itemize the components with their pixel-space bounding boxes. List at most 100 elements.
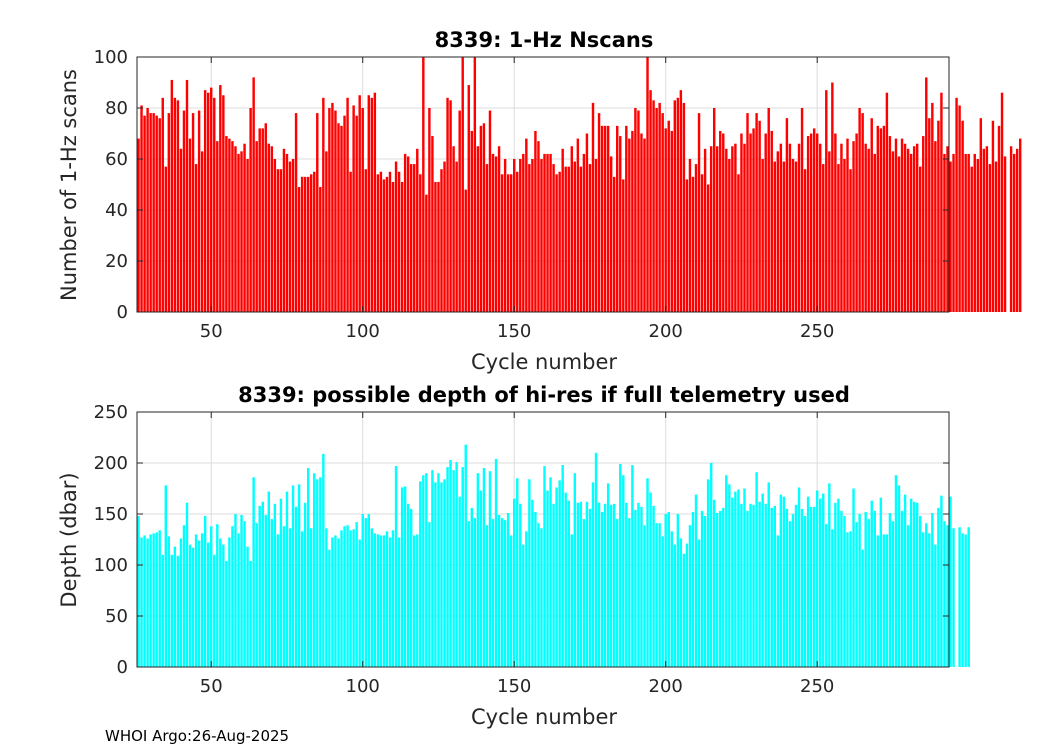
bar (619, 464, 622, 667)
bar (634, 509, 637, 667)
bar (625, 125, 628, 312)
bar (837, 164, 840, 312)
bar (722, 133, 725, 312)
bar (246, 546, 249, 667)
bar (937, 120, 940, 312)
bar (561, 148, 564, 312)
y-tick-label: 250 (94, 402, 128, 423)
bar (661, 536, 664, 667)
bar (182, 110, 186, 312)
bar (509, 535, 513, 667)
bar (752, 128, 755, 312)
bar (828, 151, 831, 312)
bar (182, 525, 186, 667)
bar (225, 136, 228, 312)
bar (516, 478, 519, 667)
bar (479, 125, 483, 312)
bar (343, 526, 346, 667)
bar (606, 125, 610, 312)
y-tick-label: 20 (105, 251, 128, 272)
bar (622, 475, 625, 667)
bar (570, 534, 573, 667)
bar (328, 108, 331, 312)
bar (709, 146, 713, 312)
bar (503, 520, 507, 667)
bar (740, 133, 743, 312)
bar (861, 113, 864, 312)
bar (867, 519, 870, 667)
bar (464, 189, 467, 312)
bar (691, 176, 695, 312)
bar (152, 113, 155, 312)
bar (494, 156, 498, 312)
bar (140, 537, 143, 667)
bar (670, 130, 673, 312)
bar (879, 128, 883, 312)
bar (858, 108, 861, 312)
bar (558, 480, 561, 667)
bar (194, 164, 198, 312)
bar (491, 153, 495, 312)
bar (173, 97, 177, 312)
bar (603, 125, 607, 312)
hires-depth-chart: 8339: possible depth of hi-res if full t… (57, 383, 970, 729)
bar (685, 179, 689, 312)
bar (734, 143, 737, 312)
bar (564, 492, 567, 667)
bar (485, 525, 489, 667)
bar (285, 491, 289, 667)
bar (746, 510, 749, 667)
bar (564, 166, 567, 312)
bar (540, 528, 543, 667)
bar (364, 518, 367, 667)
bar (349, 171, 352, 312)
bar (643, 138, 646, 312)
x-tick-label: 150 (497, 321, 531, 342)
bar (331, 102, 334, 313)
bar (716, 146, 719, 312)
bar (237, 153, 240, 312)
y-tick-label: 100 (94, 555, 128, 576)
y-tick-label: 80 (105, 98, 128, 119)
bar (197, 540, 201, 667)
bar (279, 498, 283, 667)
bar (222, 544, 225, 667)
bar (406, 503, 410, 667)
bar (858, 514, 861, 667)
y-tick-label: 50 (105, 606, 128, 627)
bar (567, 500, 570, 667)
bar (243, 521, 246, 667)
bar (306, 468, 310, 667)
bar (137, 138, 140, 312)
bar (349, 530, 352, 667)
bar (894, 475, 898, 667)
bar (764, 503, 767, 667)
bar (940, 92, 943, 312)
bar (912, 146, 916, 312)
bar (261, 501, 264, 667)
bar (228, 138, 231, 312)
bar (676, 97, 680, 312)
bar (988, 164, 992, 312)
bar (864, 143, 867, 312)
bar (700, 510, 704, 667)
bar (649, 90, 652, 313)
bar (573, 473, 577, 667)
bar (673, 544, 677, 667)
bar (425, 473, 428, 667)
bar (161, 554, 164, 667)
bar (203, 90, 207, 313)
bar (900, 510, 904, 667)
bar (552, 503, 555, 667)
bar (594, 159, 598, 312)
bar (522, 544, 525, 667)
bar (885, 534, 889, 667)
bar (876, 535, 880, 667)
bar (376, 174, 380, 312)
bar (479, 490, 483, 667)
bar (170, 554, 174, 667)
bar (355, 522, 358, 667)
bar (513, 498, 516, 667)
bar (473, 57, 477, 312)
bar (437, 473, 440, 667)
